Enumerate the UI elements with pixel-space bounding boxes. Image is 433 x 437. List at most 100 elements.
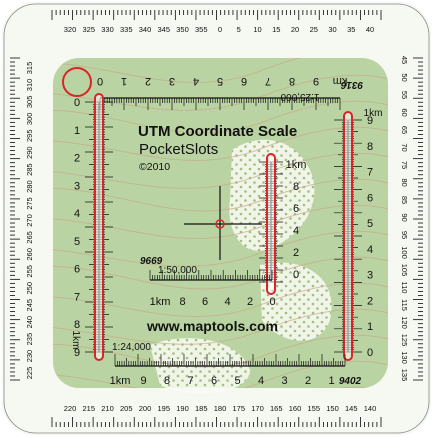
compass-degree-label: 265: [25, 231, 34, 244]
ruler-label: 2: [247, 296, 253, 308]
compass-degree-label: 70: [400, 143, 409, 151]
compass-degree-label: 105: [400, 264, 409, 277]
compass-degree-label: 310: [25, 79, 34, 92]
ruler-label: 0: [97, 75, 103, 87]
compass-degree-label: 355: [195, 25, 208, 34]
ruler-label: 5: [234, 375, 240, 387]
compass-degree-label: 150: [326, 404, 339, 413]
ruler-label: 3: [169, 75, 175, 87]
compass-degree-label: 120: [400, 316, 409, 329]
ruler-label: 9: [74, 347, 80, 359]
ruler-label: 2: [74, 153, 80, 165]
ruler-label: 5: [74, 236, 80, 248]
compass-degree-label: 170: [251, 404, 264, 413]
compass-degree-label: 245: [25, 299, 34, 312]
ruler-label: 0: [293, 269, 299, 281]
ruler-label: 6: [74, 264, 80, 276]
compass-degree-label: 55: [400, 91, 409, 99]
compass-degree-label: 5: [237, 25, 241, 34]
scale-id: 9316: [340, 79, 363, 90]
bottom-scale: 1km 9 8 7 6 5 4 3 2 1 1:24,000 9402: [110, 342, 362, 387]
compass-degree-label: 125: [400, 334, 409, 347]
compass-degree-label: 315: [25, 62, 34, 75]
compass-degree-label: 30: [328, 25, 336, 34]
compass-degree-label: 15: [272, 25, 280, 34]
compass-degree-label: 160: [289, 404, 302, 413]
ruler-label: 7: [265, 75, 271, 87]
compass-degree-label: 40: [366, 25, 374, 34]
scale-id: 9402: [339, 376, 362, 387]
mid-vertical-scale: 1km 8 6 4 2 0: [259, 153, 306, 295]
ruler-label: 0: [367, 347, 373, 359]
ruler-label: 8: [164, 375, 170, 387]
scale-ratio: 1:24,000: [112, 342, 151, 353]
compass-degree-label: 110: [400, 282, 409, 294]
ruler-label: 6: [241, 75, 247, 87]
compass-degree-label: 65: [400, 126, 409, 134]
compass-degree-label: 330: [101, 25, 114, 34]
compass-degree-label: 320: [64, 25, 77, 34]
compass-degree-label: 10: [253, 25, 261, 34]
compass-degree-label: 275: [25, 197, 34, 210]
compass-degree-label: 215: [82, 404, 95, 413]
ruler-label: 4: [258, 375, 264, 387]
ruler-label: 0: [74, 97, 80, 109]
compass-degree-label: 185: [195, 404, 208, 413]
right-unit-label: 1km: [364, 108, 383, 119]
ruler-label: 4: [293, 225, 299, 237]
compass-degree-label: 205: [120, 404, 133, 413]
compass-degree-label: 180: [214, 404, 227, 413]
ruler-label: 8: [293, 181, 299, 193]
ruler-label: 1: [74, 125, 80, 137]
ruler-label: 8: [74, 319, 80, 331]
compass-degree-label: 345: [157, 25, 170, 34]
ruler-label: 2: [145, 75, 151, 87]
compass-degree-label: 340: [139, 25, 152, 34]
ruler-label: 6: [202, 296, 208, 308]
compass-degree-label: 135: [400, 369, 409, 382]
ruler-label: 4: [193, 75, 199, 87]
scale-ratio: 1:50,000: [158, 265, 197, 276]
compass-degree-label: 155: [307, 404, 320, 413]
title-line1: UTM Coordinate Scale: [138, 123, 297, 140]
compass-degree-label: 165: [270, 404, 283, 413]
compass-degree-label: 240: [25, 316, 34, 329]
right-slot-ruler: 9 8 7 6 5 4 3 2 1 0: [334, 111, 373, 361]
compass-degree-label: 290: [25, 146, 34, 159]
compass-degree-label: 255: [25, 265, 34, 278]
ruler-label: 3: [74, 180, 80, 192]
compass-degree-label: 130: [400, 351, 409, 364]
compass-degree-label: 175: [232, 404, 245, 413]
ruler-label: 6: [367, 192, 373, 204]
compass-degree-label: 280: [25, 180, 34, 193]
ruler-label: 1km: [150, 296, 171, 308]
left-slot: [94, 93, 104, 361]
compass-degree-label: 140: [364, 404, 377, 413]
ruler-label: 1: [121, 75, 127, 87]
ruler-label: 8: [289, 75, 295, 87]
title-block: UTM Coordinate Scale PocketSlots ©2010: [138, 123, 297, 173]
compass-degree-label: 45: [400, 56, 409, 64]
compass-degree-label: 145: [345, 404, 358, 413]
compass-degree-label: 295: [25, 130, 34, 143]
compass-degree-label: 285: [25, 163, 34, 176]
compass-degree-label: 90: [400, 213, 409, 221]
compass-degree-label: 190: [176, 404, 189, 413]
compass-degree-label: 300: [25, 113, 34, 126]
compass-degree-label: 35: [347, 25, 355, 34]
left-slot-ruler: 0 1 2 3 4 5 6 7 8 9: [74, 93, 113, 361]
compass-degree-label: 235: [25, 333, 34, 346]
compass-degree-label: 60: [400, 108, 409, 116]
ruler-label: 4: [224, 296, 230, 308]
compass-degree-label: 250: [25, 282, 34, 295]
compass-degree-label: 210: [101, 404, 114, 413]
ruler-label: 4: [74, 208, 80, 220]
compass-degree-label: 260: [25, 248, 34, 261]
ruler-label: 2: [305, 375, 311, 387]
ruler-label: 6: [293, 203, 299, 215]
compass-degree-label: 85: [400, 196, 409, 204]
ruler-label: 9: [367, 115, 373, 127]
ruler-label: 7: [187, 375, 193, 387]
